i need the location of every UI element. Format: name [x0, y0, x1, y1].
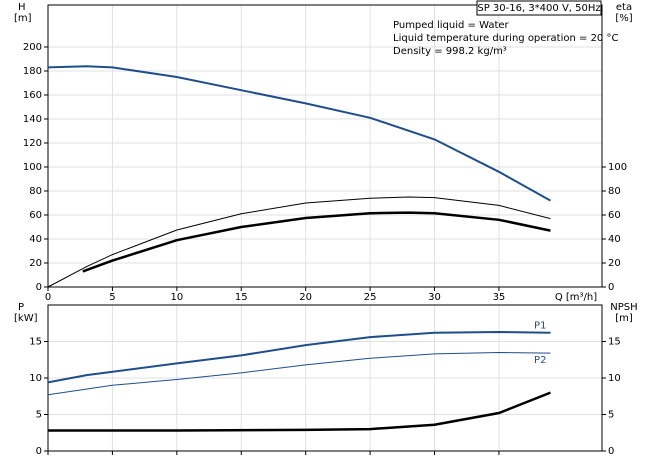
y2-tick-label: 20 — [608, 258, 621, 269]
y2-tick-label: 40 — [608, 234, 621, 245]
series-line — [47, 65, 551, 202]
y2-axis-label: eta — [616, 2, 632, 13]
y-tick-label: 0 — [36, 446, 42, 457]
y-tick-label: 180 — [23, 66, 42, 77]
y2-tick-label: 60 — [608, 210, 621, 221]
y-tick-label: 120 — [23, 138, 42, 149]
x-tick-label: 15 — [235, 292, 248, 303]
series-line — [82, 211, 551, 273]
y-tick-label: 10 — [29, 373, 42, 384]
x-tick-label: 25 — [364, 292, 377, 303]
x-tick-label: 30 — [428, 292, 441, 303]
y-tick-label: 0 — [36, 282, 42, 293]
plot-frame — [47, 4, 603, 288]
y-tick-label: 15 — [29, 337, 42, 348]
y2-axis-label: NPSH — [610, 302, 637, 313]
series-label: P1 — [534, 321, 546, 332]
y-tick-label: 20 — [29, 258, 42, 269]
note: Density = 998.2 kg/m³ — [393, 46, 507, 57]
y-axis-label: [kW] — [14, 313, 38, 324]
y2-tick-label: 10 — [608, 373, 621, 384]
y-tick-label: 160 — [23, 90, 42, 101]
y2-tick-label: 80 — [608, 186, 621, 197]
note: Liquid temperature during operation = 20… — [393, 33, 618, 44]
y2-axis-label: [%] — [615, 13, 632, 24]
y2-tick-label: 0 — [608, 446, 614, 457]
y2-tick-label: 0 — [608, 282, 614, 293]
x-axis-label: Q [m³/h] — [555, 292, 597, 303]
series-line — [48, 391, 551, 432]
series-label: P2 — [534, 355, 546, 366]
info-box — [476, 0, 602, 16]
y-tick-label: 200 — [23, 42, 42, 53]
y-tick-label: 100 — [23, 162, 42, 173]
y-axis-label: H — [18, 2, 26, 13]
y-tick-label: 80 — [29, 186, 42, 197]
x-tick-label: 5 — [109, 292, 115, 303]
note: Pumped liquid = Water — [393, 20, 510, 31]
y-axis-label: P — [18, 302, 24, 313]
x-tick-label: 35 — [493, 292, 506, 303]
y-tick-label: 5 — [36, 410, 42, 421]
plot-frame — [47, 304, 603, 452]
y2-axis-label: [m] — [615, 313, 633, 324]
y2-tick-label: 15 — [608, 337, 621, 348]
info-box-text: SP 30-16, 3*400 V, 50Hz — [477, 3, 600, 14]
y2-tick-label: 5 — [608, 410, 614, 421]
y2-tick-label: 100 — [608, 162, 627, 173]
series-line — [47, 331, 551, 384]
x-tick-label: 0 — [45, 292, 51, 303]
series-line — [47, 351, 551, 396]
x-tick-label: 10 — [170, 292, 183, 303]
y-tick-label: 40 — [29, 234, 42, 245]
x-tick-label: 20 — [299, 292, 312, 303]
y-tick-label: 140 — [23, 114, 42, 125]
series-line — [47, 196, 551, 288]
y-axis-label: [m] — [14, 13, 32, 24]
y-tick-label: 60 — [29, 210, 42, 221]
